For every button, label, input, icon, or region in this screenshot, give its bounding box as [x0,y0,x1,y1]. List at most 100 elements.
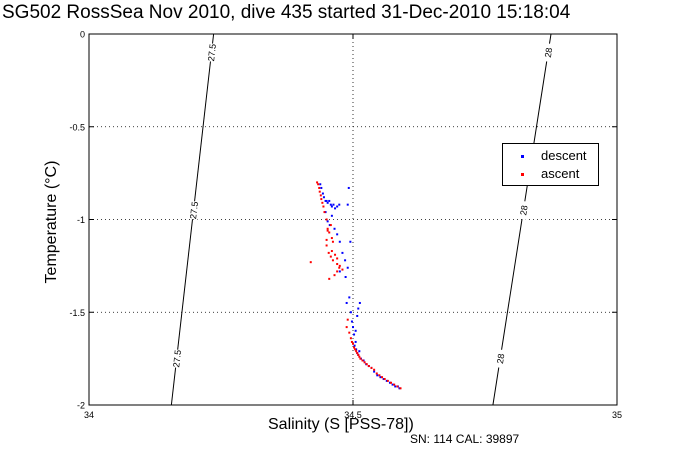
descent-point [321,192,324,195]
descent-point [349,240,352,243]
ascent-point [355,350,358,353]
descent-point [338,240,341,243]
contour-label-bg [541,42,555,63]
contour-label-text: 27.5 [188,201,200,220]
ascent-point [319,194,322,197]
descent-point [324,211,327,214]
y-tick-label: -2 [77,401,85,411]
descent-point [394,385,397,388]
ascent-point [358,355,361,358]
descent-point [356,314,359,317]
y-axis-label: Temperature (°C) [43,160,60,284]
descent-point [349,311,352,314]
series-ascent [309,181,402,390]
descent-point [333,227,336,230]
ascent-point [325,244,328,247]
descent-point [391,383,394,386]
ascent-point [338,264,341,267]
legend-label-descent: descent [541,148,587,163]
descent-point [352,326,354,329]
serial-calibration-footer: SN: 114 CAL: 39897 [410,432,520,446]
ascent-point [378,374,381,377]
descent-point [379,376,382,379]
contour-label: 27.5 [187,200,200,220]
descent-point [326,201,329,204]
y-tick-label: 0 [80,30,85,40]
ascent-point [361,359,364,362]
contour-label-bg [517,200,530,220]
ascent-point [354,348,357,351]
descent-point [330,205,333,208]
descent-point [325,199,328,202]
ascent-point [375,372,378,375]
contour-label: 27.5 [205,43,218,63]
descent-point [347,186,350,189]
descent-point [341,251,344,254]
ascent-point [320,198,323,201]
ascent-point [330,237,333,240]
ascent-point [336,270,339,273]
ascent-point [345,326,348,329]
descent-point [319,183,322,186]
descent-point [373,370,376,373]
ascent-point [346,318,349,321]
ascent-point [357,353,360,356]
contour-label-text: 28 [518,205,529,216]
ascent-point [336,257,339,260]
legend-item-descent: descent [503,147,598,165]
density-contour-line [170,33,215,406]
grid-lines [89,34,617,405]
ascent-point [318,186,321,189]
legend: descent ascent [502,143,599,186]
contour-label-bg [187,200,200,220]
ascent-point [323,211,326,214]
legend-item-ascent: ascent [503,165,598,183]
ascent-point [331,259,334,262]
ascent-point [359,357,362,360]
descent-point [358,301,361,304]
ascent-point [356,352,359,355]
contour-label-text: 28 [543,47,554,58]
descent-point [388,381,391,384]
ascent-point [386,379,389,382]
descent-point [398,387,401,390]
ascent-point [325,238,328,241]
contour-label-text: 27.5 [206,43,218,62]
legend-label-ascent: ascent [541,166,580,181]
ascent-point [399,387,402,390]
density-contours: 27.5 27.5 28 28 28 27.5 [170,33,555,406]
ascent-point [330,250,333,253]
ascent-point [373,368,376,371]
descent-point [324,199,327,202]
ascent-point [328,231,331,234]
ascent-point [365,363,368,366]
ascent-point [367,365,370,368]
descent-point [354,329,357,332]
ascent-point [318,190,321,193]
ascent-point [348,331,351,334]
ascent-point [336,263,339,266]
ascent-point [333,274,336,277]
ascent-point [321,201,324,204]
descent-point [345,301,348,304]
descent-point [330,214,333,217]
ascent-point [325,218,328,221]
descent-point [344,276,347,279]
contour-label-bg [493,348,507,369]
descent-point [357,307,360,310]
y-tick-label: -1.5 [69,308,85,318]
ascent-point [327,251,330,254]
ascent-point [390,381,393,384]
contour-label: 27.5 [170,349,183,369]
ascent-point [334,253,337,256]
contour-label: 28 [493,348,507,369]
y-tick-label: -0.5 [69,122,85,132]
x-tick-label: 34.5 [344,410,362,420]
descent-point [346,203,349,206]
ascent-point [326,227,329,230]
ascent-point [341,268,344,271]
descent-point [344,259,347,262]
y-tick-label: -1 [77,215,85,225]
ascent-point [370,366,373,369]
